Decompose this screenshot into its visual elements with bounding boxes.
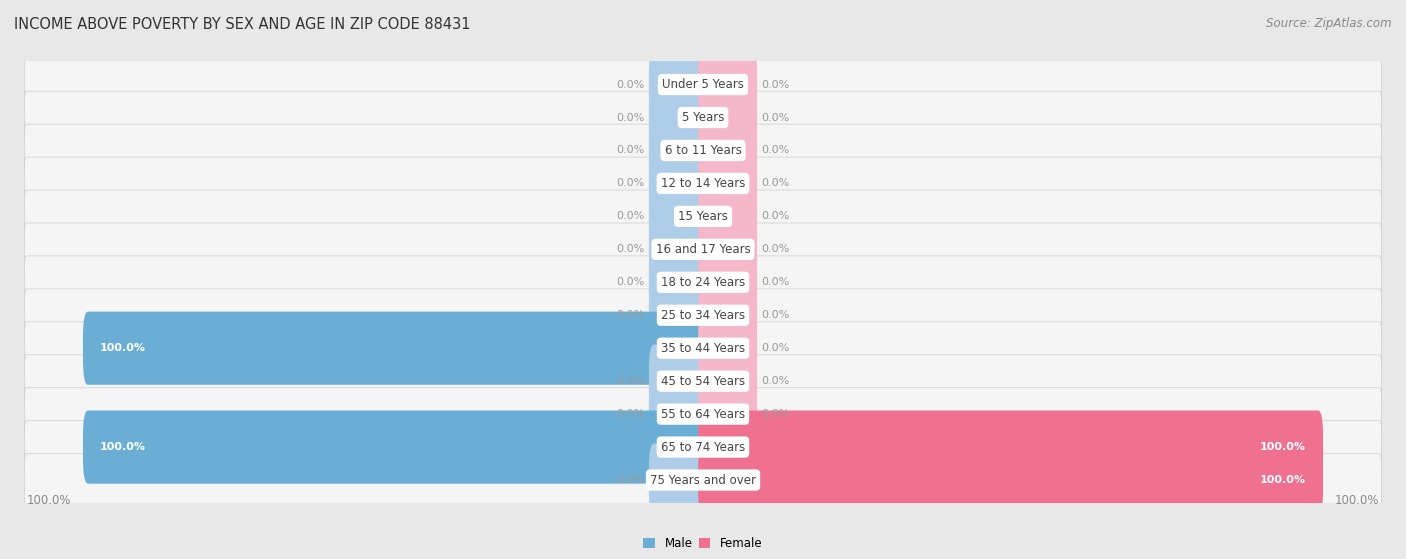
- FancyBboxPatch shape: [650, 114, 709, 187]
- FancyBboxPatch shape: [697, 147, 756, 220]
- Text: 5 Years: 5 Years: [682, 111, 724, 124]
- Text: 0.0%: 0.0%: [616, 475, 644, 485]
- Text: 0.0%: 0.0%: [762, 376, 790, 386]
- Text: 0.0%: 0.0%: [762, 244, 790, 254]
- FancyBboxPatch shape: [697, 48, 756, 121]
- Text: 0.0%: 0.0%: [616, 178, 644, 188]
- FancyBboxPatch shape: [650, 344, 709, 418]
- FancyBboxPatch shape: [24, 289, 1382, 342]
- FancyBboxPatch shape: [697, 311, 756, 385]
- Text: 0.0%: 0.0%: [762, 145, 790, 155]
- Text: 0.0%: 0.0%: [762, 409, 790, 419]
- FancyBboxPatch shape: [24, 256, 1382, 309]
- FancyBboxPatch shape: [697, 377, 756, 451]
- FancyBboxPatch shape: [650, 279, 709, 352]
- Text: 35 to 44 Years: 35 to 44 Years: [661, 342, 745, 355]
- FancyBboxPatch shape: [650, 147, 709, 220]
- Text: Under 5 Years: Under 5 Years: [662, 78, 744, 91]
- Text: 0.0%: 0.0%: [616, 211, 644, 221]
- Text: 0.0%: 0.0%: [762, 112, 790, 122]
- Text: 0.0%: 0.0%: [616, 244, 644, 254]
- FancyBboxPatch shape: [697, 410, 1323, 484]
- Text: 100.0%: 100.0%: [1260, 475, 1306, 485]
- Text: 75 Years and over: 75 Years and over: [650, 473, 756, 486]
- FancyBboxPatch shape: [83, 311, 707, 385]
- Text: 45 to 54 Years: 45 to 54 Years: [661, 375, 745, 387]
- FancyBboxPatch shape: [650, 180, 709, 253]
- FancyBboxPatch shape: [24, 421, 1382, 473]
- FancyBboxPatch shape: [650, 443, 709, 517]
- Text: 0.0%: 0.0%: [616, 79, 644, 89]
- FancyBboxPatch shape: [697, 180, 756, 253]
- FancyBboxPatch shape: [650, 246, 709, 319]
- Text: 100.0%: 100.0%: [100, 442, 146, 452]
- FancyBboxPatch shape: [650, 81, 709, 154]
- Text: 0.0%: 0.0%: [616, 145, 644, 155]
- Text: 55 to 64 Years: 55 to 64 Years: [661, 408, 745, 420]
- FancyBboxPatch shape: [697, 114, 756, 187]
- FancyBboxPatch shape: [697, 443, 1323, 517]
- Text: 0.0%: 0.0%: [616, 376, 644, 386]
- Text: 0.0%: 0.0%: [762, 310, 790, 320]
- FancyBboxPatch shape: [24, 388, 1382, 440]
- FancyBboxPatch shape: [24, 454, 1382, 506]
- Text: 0.0%: 0.0%: [762, 277, 790, 287]
- Text: 15 Years: 15 Years: [678, 210, 728, 223]
- FancyBboxPatch shape: [697, 246, 756, 319]
- Text: 18 to 24 Years: 18 to 24 Years: [661, 276, 745, 289]
- Text: 0.0%: 0.0%: [762, 79, 790, 89]
- Legend: Male, Female: Male, Female: [638, 532, 768, 555]
- FancyBboxPatch shape: [24, 124, 1382, 177]
- Text: 65 to 74 Years: 65 to 74 Years: [661, 440, 745, 453]
- Text: 0.0%: 0.0%: [762, 343, 790, 353]
- Text: 0.0%: 0.0%: [616, 310, 644, 320]
- Text: 100.0%: 100.0%: [27, 494, 70, 507]
- FancyBboxPatch shape: [650, 377, 709, 451]
- Text: 16 and 17 Years: 16 and 17 Years: [655, 243, 751, 256]
- FancyBboxPatch shape: [24, 322, 1382, 375]
- FancyBboxPatch shape: [650, 48, 709, 121]
- FancyBboxPatch shape: [697, 344, 756, 418]
- Text: INCOME ABOVE POVERTY BY SEX AND AGE IN ZIP CODE 88431: INCOME ABOVE POVERTY BY SEX AND AGE IN Z…: [14, 17, 471, 32]
- FancyBboxPatch shape: [650, 213, 709, 286]
- Text: 6 to 11 Years: 6 to 11 Years: [665, 144, 741, 157]
- Text: 0.0%: 0.0%: [616, 112, 644, 122]
- FancyBboxPatch shape: [24, 190, 1382, 243]
- FancyBboxPatch shape: [24, 157, 1382, 210]
- FancyBboxPatch shape: [697, 279, 756, 352]
- FancyBboxPatch shape: [24, 355, 1382, 408]
- Text: 12 to 14 Years: 12 to 14 Years: [661, 177, 745, 190]
- Text: 0.0%: 0.0%: [762, 211, 790, 221]
- Text: 100.0%: 100.0%: [1336, 494, 1379, 507]
- FancyBboxPatch shape: [24, 58, 1382, 111]
- FancyBboxPatch shape: [697, 213, 756, 286]
- Text: 0.0%: 0.0%: [616, 409, 644, 419]
- FancyBboxPatch shape: [697, 81, 756, 154]
- Text: 100.0%: 100.0%: [100, 343, 146, 353]
- Text: 25 to 34 Years: 25 to 34 Years: [661, 309, 745, 322]
- Text: 0.0%: 0.0%: [616, 277, 644, 287]
- Text: 0.0%: 0.0%: [762, 178, 790, 188]
- Text: 100.0%: 100.0%: [1260, 442, 1306, 452]
- FancyBboxPatch shape: [24, 91, 1382, 144]
- Text: Source: ZipAtlas.com: Source: ZipAtlas.com: [1267, 17, 1392, 30]
- FancyBboxPatch shape: [24, 223, 1382, 276]
- FancyBboxPatch shape: [83, 410, 707, 484]
